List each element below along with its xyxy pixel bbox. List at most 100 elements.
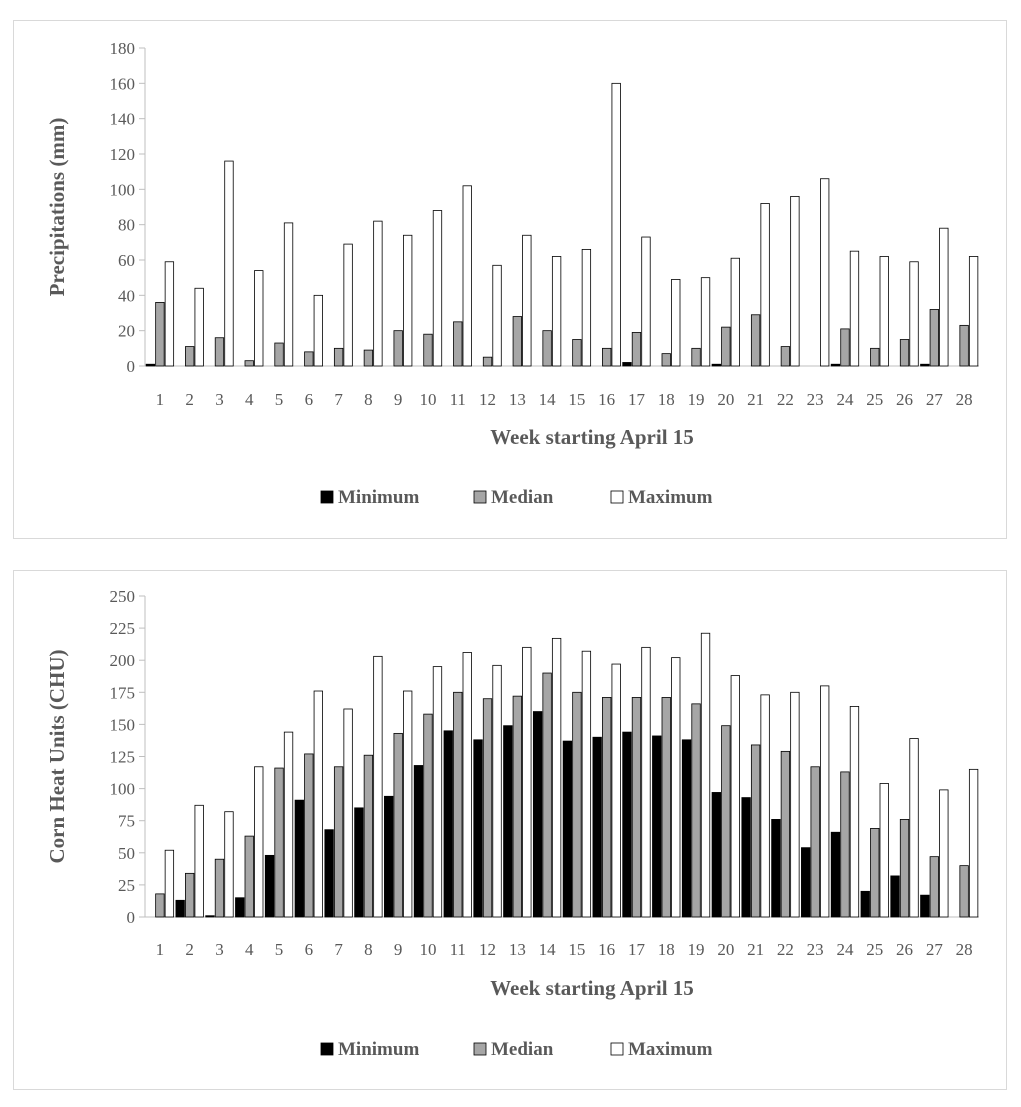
precip-bar-maximum — [700, 277, 711, 367]
precip-x-tick-label: 8 — [364, 390, 373, 409]
precip-bar-median — [155, 301, 165, 367]
chu-y-tick-label: 250 — [110, 587, 136, 606]
precip-legend-swatch-median — [473, 490, 487, 504]
chu-bar-minimum — [652, 735, 662, 918]
chu-y-tick-label: 200 — [110, 651, 136, 670]
chu-y-tick-label: 100 — [110, 780, 136, 799]
precip-bar-maximum — [492, 264, 502, 367]
chu-y-tick-label: 75 — [118, 812, 135, 831]
chu-bar-maximum — [343, 708, 353, 918]
precip-x-tick-label: 3 — [215, 390, 224, 409]
chu-bar-minimum — [264, 854, 275, 918]
chu-bar-median — [691, 703, 701, 918]
chu-bar-maximum — [879, 783, 889, 918]
precip-bar-median — [959, 324, 969, 367]
precip-x-tick-label: 19 — [688, 390, 705, 409]
precip-x-tick-label: 9 — [394, 390, 403, 409]
chu-bar-maximum — [194, 804, 204, 918]
precip-legend-label-minimum: Minimum — [338, 487, 419, 508]
chu-bar-minimum — [681, 739, 692, 918]
precip-bar-maximum — [224, 160, 234, 367]
chu-bar-minimum — [771, 819, 781, 918]
chu-bar-median — [363, 754, 374, 918]
chu-bar-maximum — [790, 691, 800, 918]
chu-y-tick-label: 175 — [110, 683, 136, 702]
chu-x-tick-label: 23 — [807, 940, 824, 959]
precip-bar-maximum — [671, 279, 681, 367]
chu-bar-median — [810, 766, 820, 918]
precip-x-tick-label: 12 — [479, 390, 496, 409]
chu-x-tick-label: 25 — [866, 940, 883, 959]
precip-x-tick-label: 27 — [926, 390, 944, 409]
chu-bar-maximum — [254, 766, 264, 918]
precip-x-tick-label: 4 — [245, 390, 254, 409]
precip-bar-median — [453, 321, 463, 367]
chu-bar-median — [721, 725, 731, 918]
chu-bar-minimum — [741, 797, 751, 918]
chu-chart-panel: 0 25 50 75 100 125 150 175 200 225 250 1 2 3 4 5 6 7 8 9 10 1… — [13, 570, 1007, 1090]
chu-bar-median — [602, 697, 612, 918]
precip-x-tick-label: 7 — [334, 390, 343, 409]
chu-bar-minimum — [592, 736, 602, 918]
precip-bar-minimum — [145, 363, 156, 367]
chu-x-tick-label: 15 — [568, 940, 585, 959]
precip-x-tick-label: 1 — [156, 390, 165, 409]
precip-bar-median — [840, 328, 850, 367]
chu-x-tick-label: 20 — [717, 940, 734, 959]
precip-y-tick-label: 0 — [127, 357, 136, 376]
chu-bar-minimum — [711, 792, 721, 918]
chu-x-tick-label: 8 — [364, 940, 373, 959]
chu-bar-minimum — [860, 890, 870, 918]
precip-bar-maximum — [194, 287, 204, 367]
precip-x-tick-label: 16 — [598, 390, 615, 409]
chu-bar-median — [780, 750, 791, 918]
precip-bar-minimum — [711, 363, 721, 367]
chu-bar-median — [304, 753, 314, 918]
chu-x-tick-label: 9 — [394, 940, 403, 959]
chu-bar-median — [453, 691, 463, 918]
chu-bar-maximum — [492, 664, 502, 918]
chu-x-tick-label: 10 — [419, 940, 436, 959]
chu-x-tick-label: 1 — [156, 940, 165, 959]
precip-bar-maximum — [343, 243, 353, 367]
chu-y-tick-label: 25 — [118, 876, 135, 895]
precip-bar-maximum — [164, 261, 175, 367]
precip-bar-maximum — [909, 261, 919, 367]
chu-y-axis-title: Corn Heat Units (CHU) — [45, 649, 69, 863]
precip-bar-maximum — [939, 227, 949, 367]
chu-y-tick-label: 225 — [110, 619, 136, 638]
precip-bar-median — [929, 309, 939, 367]
chu-x-axis-title: Week starting April 15 — [490, 976, 694, 1000]
chu-bar-maximum — [522, 646, 532, 918]
chu-bar-maximum — [462, 652, 472, 918]
chu-legend-swatch-median — [473, 1042, 487, 1056]
chu-x-tick-label: 4 — [245, 940, 254, 959]
chu-bar-maximum — [820, 685, 830, 918]
chu-x-tick-label: 6 — [305, 940, 314, 959]
precip-x-tick-label: 5 — [275, 390, 284, 409]
precip-bar-maximum — [641, 236, 651, 367]
chu-x-tick-label: 28 — [956, 940, 973, 959]
precip-bar-median — [542, 330, 552, 367]
chu-bar-minimum — [503, 725, 513, 918]
precip-x-tick-label: 17 — [628, 390, 646, 409]
chu-x-tick-label: 5 — [275, 940, 284, 959]
chu-bar-maximum — [581, 650, 592, 918]
precip-x-tick-label: 10 — [419, 390, 436, 409]
precip-y-tick-label: 20 — [118, 322, 135, 341]
precip-y-tick-label: 140 — [110, 110, 136, 129]
chu-bar-median — [750, 744, 761, 918]
chu-bar-minimum — [920, 894, 930, 918]
chu-bar-maximum — [909, 738, 919, 918]
chu-bar-minimum — [413, 765, 424, 918]
precip-x-axis-title: Week starting April 15 — [490, 425, 694, 449]
precip-bar-median — [721, 326, 731, 367]
chu-bar-maximum — [939, 789, 949, 918]
precip-y-tick-label: 80 — [118, 216, 135, 235]
chu-bar-minimum — [175, 899, 185, 918]
chu-bar-minimum — [294, 799, 304, 918]
chu-x-tick-label: 13 — [509, 940, 526, 959]
precip-bar-minimum — [622, 362, 632, 367]
precip-bar-median — [363, 349, 374, 367]
precipitation-chart-panel: 0 20 40 60 80 100 120 140 160 180 1 2 3 4 5 6 7 8 9 10 11 12 1… — [13, 20, 1007, 539]
